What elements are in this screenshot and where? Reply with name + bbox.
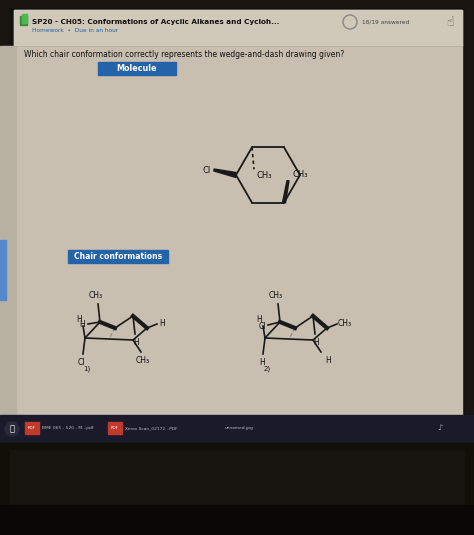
Text: H: H <box>159 318 165 327</box>
Bar <box>14 10 462 418</box>
Text: H: H <box>256 315 262 324</box>
Text: BME 065 - 520 - M...pdf: BME 065 - 520 - M...pdf <box>42 426 93 430</box>
Bar <box>98 62 176 75</box>
Bar <box>20 16 27 25</box>
Text: H: H <box>79 319 85 328</box>
Bar <box>14 10 462 46</box>
Bar <box>68 250 168 263</box>
Bar <box>0 240 6 300</box>
Text: H: H <box>325 356 331 365</box>
Text: PDF: PDF <box>28 426 36 430</box>
Bar <box>10 8 464 423</box>
Bar <box>108 422 122 434</box>
Bar <box>0 415 474 443</box>
Text: ⧉: ⧉ <box>9 424 15 433</box>
Bar <box>0 505 474 535</box>
Text: Homework  •  Due in an hour: Homework • Due in an hour <box>32 27 118 33</box>
Text: CH₃: CH₃ <box>89 291 103 300</box>
Text: CH₃: CH₃ <box>338 318 352 327</box>
Text: H: H <box>313 338 319 347</box>
Text: Which chair conformation correctly represents the wedge-and-dash drawing given?: Which chair conformation correctly repre… <box>24 50 344 58</box>
Bar <box>22 14 27 23</box>
Text: SP20 - CH05: Conformations of Acyclic Alkanes and Cycloh...: SP20 - CH05: Conformations of Acyclic Al… <box>32 19 279 25</box>
Text: ☝: ☝ <box>446 16 454 28</box>
Text: Chair conformations: Chair conformations <box>74 252 162 261</box>
Text: ♪: ♪ <box>438 424 443 432</box>
Text: CH₃: CH₃ <box>269 291 283 300</box>
Text: Cl: Cl <box>77 358 85 367</box>
Text: Cl: Cl <box>258 322 266 331</box>
Text: 2): 2) <box>264 365 271 371</box>
Polygon shape <box>283 181 289 203</box>
Circle shape <box>5 422 19 436</box>
Text: H: H <box>133 338 139 347</box>
Bar <box>25 422 39 434</box>
Text: CH₃: CH₃ <box>136 356 150 365</box>
Text: unnamed.jpg: unnamed.jpg <box>225 426 254 430</box>
Text: Cl: Cl <box>203 165 211 174</box>
Text: Xerox Scan_02172...PDF: Xerox Scan_02172...PDF <box>125 426 178 430</box>
Bar <box>0 443 474 535</box>
Polygon shape <box>214 169 236 178</box>
Text: Molecule: Molecule <box>117 64 157 73</box>
Bar <box>0 46 16 421</box>
Text: 18/19 answered: 18/19 answered <box>362 19 409 25</box>
Text: H: H <box>76 315 82 324</box>
Text: CH₃: CH₃ <box>257 171 273 180</box>
Bar <box>0 430 474 535</box>
Text: H: H <box>259 358 265 367</box>
Bar <box>10 450 464 505</box>
Text: PDF: PDF <box>111 426 119 430</box>
Text: 1): 1) <box>83 365 91 371</box>
Text: CH₃: CH₃ <box>293 170 309 179</box>
